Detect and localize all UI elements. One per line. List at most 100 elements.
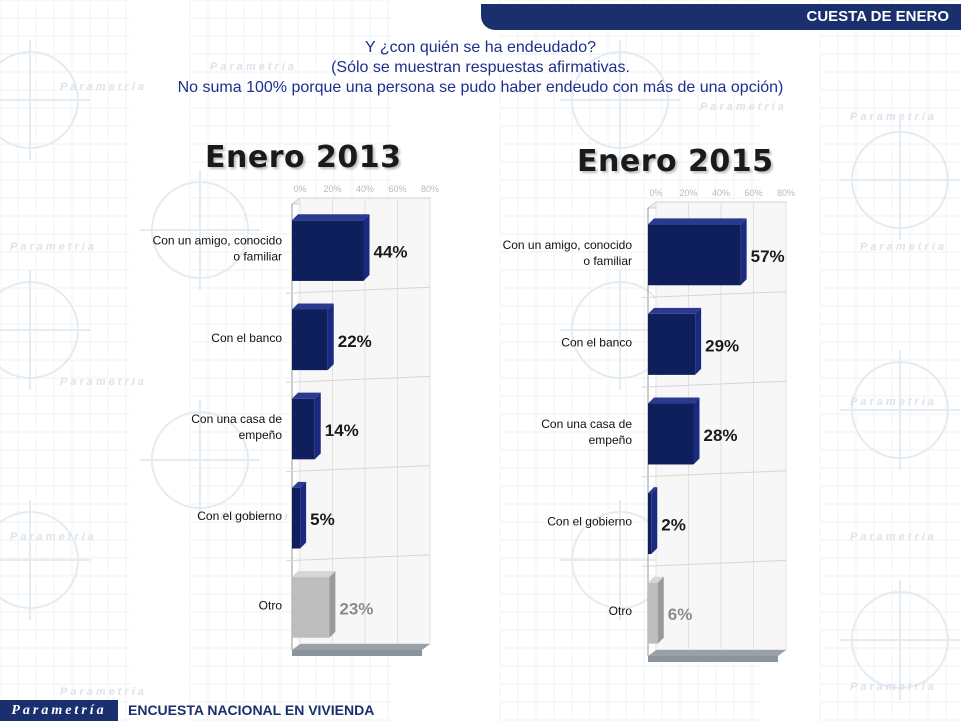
bar — [292, 398, 315, 460]
subtitle-line-3: No suma 100% porque una persona se pudo … — [177, 79, 784, 96]
category-label: Otro — [259, 598, 283, 612]
bar-top-face — [292, 571, 336, 578]
row-separator — [285, 286, 431, 294]
bg-watermark-text: Parametría — [850, 111, 937, 123]
bg-watermark-text: Parametría — [700, 101, 787, 113]
data-label: 14% — [325, 421, 359, 440]
footer-title: ENCUESTA NACIONAL EN VIVIENDA — [128, 702, 375, 718]
x-tick-label: 20% — [323, 184, 341, 194]
bar-side-face — [300, 481, 307, 549]
x-tick-label: 0% — [293, 184, 306, 194]
bg-watermark-text: Parametría — [860, 241, 947, 253]
subtitle-block: Y ¿con quién se ha endeudado? (Sólo se m… — [0, 38, 961, 98]
bar — [648, 403, 694, 465]
category-label: o familiar — [233, 250, 282, 264]
category-label: o familiar — [583, 254, 632, 268]
bg-watermark-text: Parametría — [10, 241, 97, 253]
category-label: Otro — [609, 604, 633, 618]
row-separator — [285, 554, 431, 562]
data-label: 29% — [705, 336, 739, 355]
plot-floor-edge — [292, 650, 422, 656]
bar-top-face — [292, 214, 370, 221]
bar — [292, 577, 330, 638]
bar-side-face — [363, 214, 370, 281]
bar-top-face — [648, 397, 700, 404]
category-label: Con el banco — [561, 335, 632, 349]
x-tick-label: 60% — [388, 184, 406, 194]
data-label: 2% — [661, 516, 686, 535]
data-label: 6% — [668, 605, 693, 624]
bar-side-face — [314, 392, 321, 460]
subtitle-line-2: (Sólo se muestran respuestas afirmativas… — [331, 59, 630, 76]
data-label: 22% — [338, 332, 372, 351]
x-tick-label: 40% — [356, 184, 374, 194]
bar-top-face — [292, 481, 307, 488]
chart-title-2013: Enero 2013 — [205, 140, 402, 175]
bg-watermark-text: Parametría — [210, 61, 297, 73]
bar-side-face — [329, 571, 336, 638]
bar — [292, 220, 364, 281]
bar-side-face — [740, 218, 747, 286]
plot-floor-edge — [648, 656, 778, 662]
category-label: empeño — [589, 433, 633, 447]
chart-title-2015: Enero 2015 — [577, 144, 774, 179]
data-label: 5% — [310, 510, 335, 529]
bar-top-face — [648, 218, 747, 225]
x-tick-label: 60% — [744, 188, 762, 198]
header-label: CUESTA DE ENERO — [806, 8, 949, 25]
bar — [292, 309, 328, 371]
bar-side-face — [327, 303, 334, 371]
bar — [648, 582, 658, 644]
bar-top-face — [292, 392, 321, 399]
data-label: 57% — [751, 247, 785, 266]
bg-watermark-text: Parametría — [60, 376, 147, 388]
bar — [648, 313, 696, 375]
x-tick-label: 40% — [712, 188, 730, 198]
bg-watermark-text: Parametría — [60, 81, 147, 93]
subtitle-line-1: Y ¿con quién se ha endeudado? — [364, 39, 596, 56]
category-label: Con el banco — [211, 331, 282, 345]
bar-top-face — [648, 307, 702, 314]
bar-side-face — [657, 576, 664, 644]
bg-watermark-text: Parametría — [220, 511, 307, 523]
row-separator — [285, 465, 431, 473]
category-label: Con una casa de — [541, 417, 632, 431]
bar-top-face — [648, 487, 658, 494]
bg-watermark-text: Parametría — [850, 681, 937, 693]
data-label: 23% — [339, 599, 373, 618]
x-tick-label: 0% — [649, 188, 662, 198]
plot-floor — [292, 644, 430, 650]
bg-watermark-text: Parametría — [850, 396, 937, 408]
row-separator — [641, 291, 787, 299]
row-separator — [285, 375, 431, 383]
bg-watermark-text: Parametría — [60, 686, 147, 698]
category-label: Con el gobierno — [197, 509, 282, 523]
bar — [648, 493, 652, 555]
category-label: Con un amigo, conocido — [153, 234, 283, 248]
data-label: 28% — [704, 426, 738, 445]
footer-logo: Parametría — [0, 700, 118, 721]
x-tick-label: 80% — [777, 188, 795, 198]
bg-watermark-text: Parametría — [10, 531, 97, 543]
x-tick-label: 20% — [679, 188, 697, 198]
bg-watermark-text: Parametría — [850, 531, 937, 543]
header-bar: CUESTA DE ENERO — [481, 4, 961, 30]
bar-top-face — [648, 576, 664, 583]
row-separator — [641, 470, 787, 478]
x-tick-label: 80% — [421, 184, 439, 194]
bar-side-face — [693, 397, 700, 465]
bar-side-face — [695, 307, 702, 375]
category-label: empeño — [239, 428, 283, 442]
bar-side-face — [651, 487, 658, 555]
category-label: Con un amigo, conocido — [503, 238, 633, 252]
category-label: Con el gobierno — [547, 515, 632, 529]
data-label: 44% — [374, 243, 408, 262]
bar — [292, 487, 301, 549]
row-separator — [641, 380, 787, 388]
row-separator — [641, 559, 787, 567]
bar-top-face — [292, 303, 334, 310]
bar — [648, 224, 741, 286]
category-label: Con una casa de — [191, 412, 282, 426]
